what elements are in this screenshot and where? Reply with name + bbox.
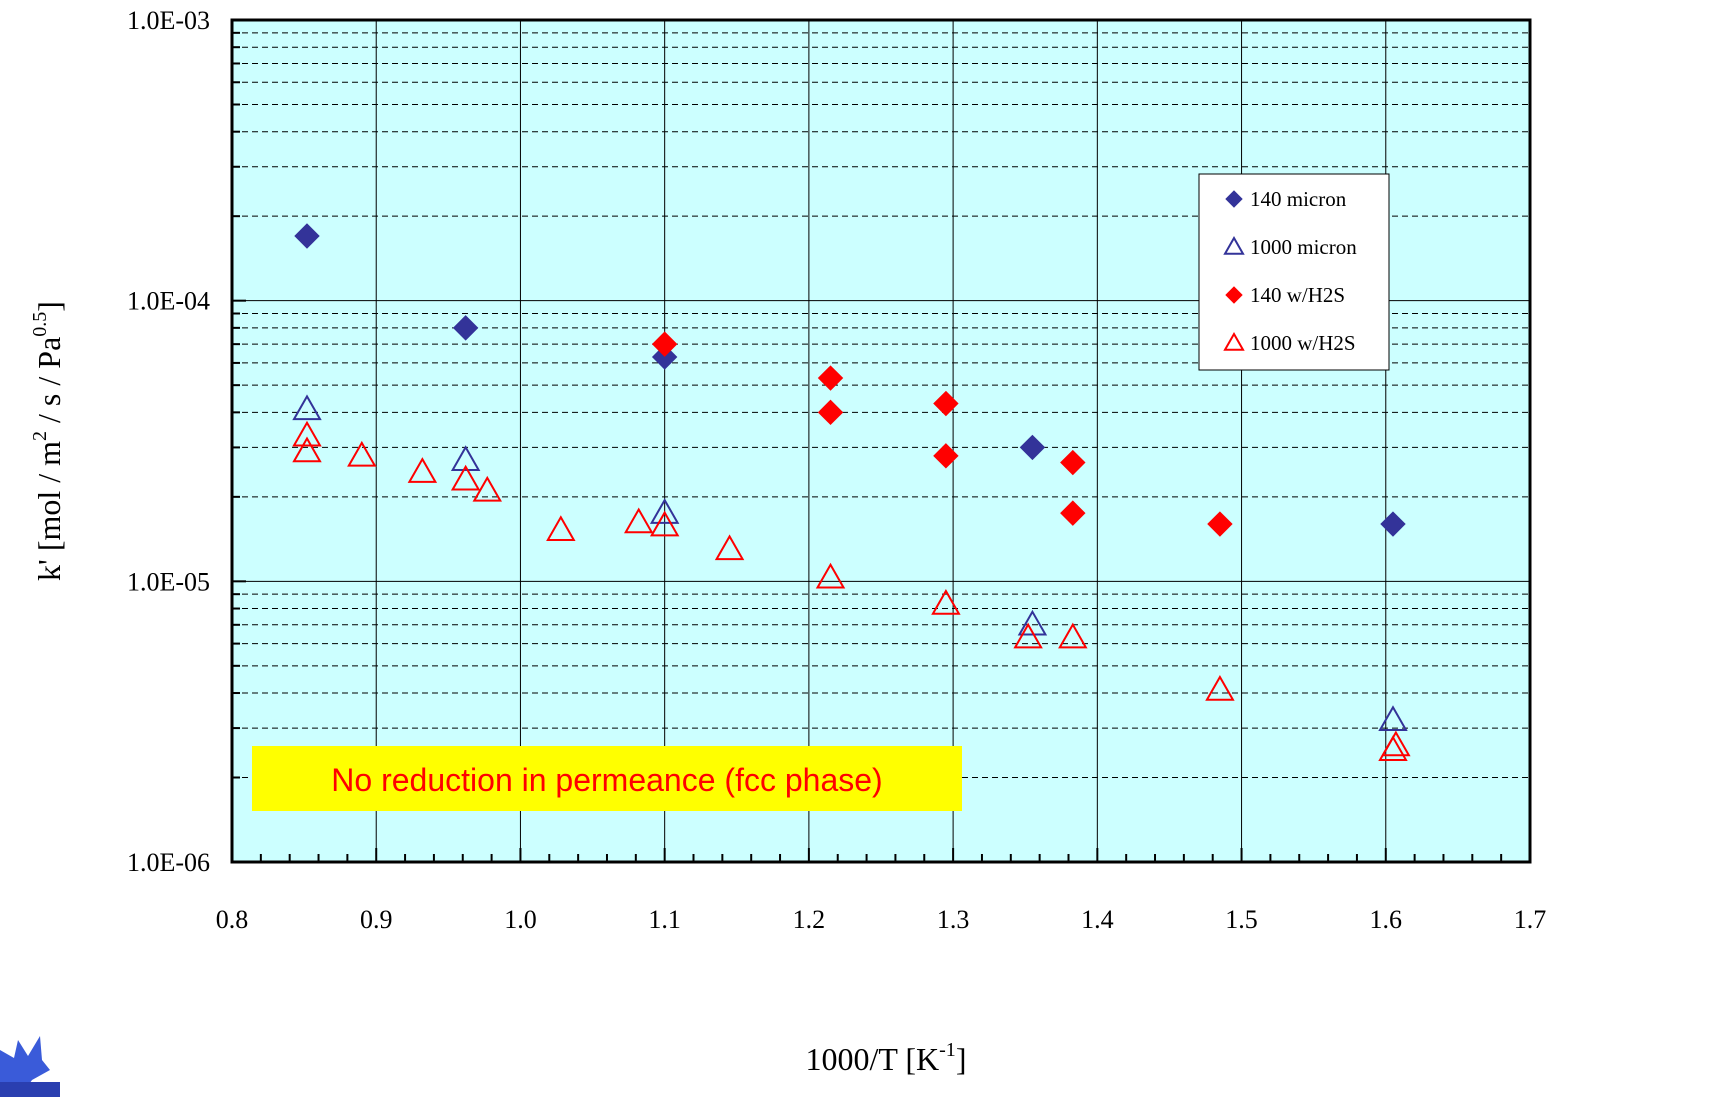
data-point — [651, 331, 678, 357]
x-tick-label: 1.5 — [1225, 905, 1258, 934]
data-point — [407, 457, 438, 483]
data-point — [546, 515, 576, 542]
data-point — [450, 464, 481, 491]
data-point — [347, 440, 377, 467]
legend: 140 micron 1000 micron 140 w/H2S 1000 w/H2S — [1198, 173, 1390, 371]
data-point — [450, 445, 481, 472]
legend-marker — [1223, 331, 1245, 351]
logo — [0, 1036, 60, 1097]
data-point — [933, 443, 959, 469]
x-tick-label: 1.4 — [1081, 905, 1114, 934]
plot-background — [232, 20, 1530, 862]
data-point — [1381, 730, 1411, 757]
x-tick-label: 1.7 — [1514, 905, 1547, 934]
legend-label: 140 micron — [1250, 187, 1347, 211]
x-axis-title: 1000/T [K-1] — [806, 1039, 967, 1077]
data-point — [1207, 511, 1233, 537]
data-point — [815, 562, 846, 589]
data-point — [649, 498, 680, 524]
x-tick-label: 1.6 — [1370, 905, 1403, 934]
y-tick-label: 1.0E-05 — [127, 567, 210, 596]
data-point — [1060, 500, 1086, 526]
data-point — [1058, 622, 1088, 649]
data-point — [1205, 674, 1235, 701]
legend-label: 1000 micron — [1250, 235, 1357, 259]
legend-marker — [1225, 286, 1243, 304]
data-point — [1378, 705, 1408, 731]
data-point — [1380, 511, 1406, 537]
y-tick-label: 1.0E-04 — [127, 287, 210, 316]
data-point — [292, 420, 322, 447]
data-point — [933, 390, 959, 417]
data-point — [472, 475, 502, 502]
legend-items: 140 micron 1000 micron 140 w/H2S 1000 w/H2S — [1223, 187, 1357, 355]
data-point — [817, 399, 844, 426]
y-axis-title: k' [mol / m2 / s / Pa0.5] — [29, 301, 67, 581]
data-point — [623, 507, 654, 534]
data-points — [292, 223, 1411, 762]
x-tick-labels: 0.8 0.9 1.0 1.1 1.2 1.3 1.4 1.5 1.6 1.7 — [216, 905, 1547, 934]
data-point — [1019, 434, 1046, 461]
data-point — [1017, 609, 1048, 636]
logo-bar-icon — [0, 1082, 60, 1097]
y-tick-label: 1.0E-06 — [127, 848, 210, 877]
plot-border — [230, 18, 1532, 864]
legend-marker — [1225, 190, 1243, 208]
annotation-text: No reduction in permeance (fcc phase) — [331, 762, 882, 798]
legend-label: 140 w/H2S — [1250, 283, 1345, 307]
data-point — [292, 436, 322, 463]
data-point — [452, 315, 479, 341]
legend-box — [1198, 173, 1390, 371]
data-point — [649, 510, 680, 537]
y-tick-label: 1.0E-03 — [127, 6, 210, 35]
x-tick-label: 0.8 — [216, 905, 249, 934]
data-point — [651, 344, 678, 370]
x-tick-label: 0.9 — [360, 905, 393, 934]
data-point — [1060, 449, 1086, 476]
x-tick-label: 1.2 — [793, 905, 826, 934]
annotation-box — [252, 746, 962, 811]
data-point — [294, 223, 320, 249]
data-point — [1013, 622, 1043, 649]
data-point — [292, 394, 322, 421]
y-tick-labels: 1.0E-06 1.0E-05 1.0E-04 1.0E-03 — [127, 6, 210, 877]
annotation: No reduction in permeance (fcc phase) — [252, 746, 962, 811]
data-point — [931, 589, 961, 615]
data-point — [817, 365, 844, 391]
x-tick-label: 1.1 — [648, 905, 681, 934]
data-point — [714, 534, 745, 561]
legend-marker — [1223, 235, 1245, 255]
legend-label: 1000 w/H2S — [1250, 331, 1356, 355]
x-tick-label: 1.0 — [504, 905, 537, 934]
logo-flame-icon — [0, 1036, 50, 1097]
x-tick-label: 1.3 — [937, 905, 970, 934]
